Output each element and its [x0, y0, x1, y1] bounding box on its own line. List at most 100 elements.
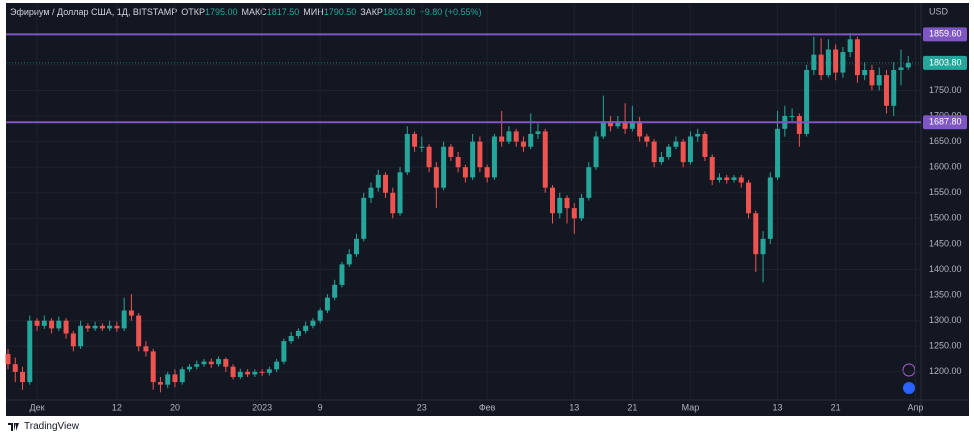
candle-body: [666, 146, 672, 157]
candle-body: [869, 69, 875, 86]
price-label: 1687.80: [929, 117, 962, 127]
candle-body: [230, 366, 236, 377]
candle-body: [136, 315, 142, 347]
x-tick-label: 13: [773, 402, 783, 412]
candle-body: [724, 177, 730, 180]
x-tick-label: Фев: [479, 402, 496, 412]
candle-body: [121, 310, 127, 329]
candle-body: [600, 121, 606, 137]
candle-body: [499, 136, 505, 142]
legend-key: МИН: [303, 7, 323, 17]
candle-body: [288, 336, 294, 342]
candle-body: [673, 141, 679, 147]
ohlc-legend: Эфириум / Доллар США, 1Д, BITSTAMP ОТКР17…: [10, 7, 482, 17]
candle-body: [194, 364, 200, 367]
candle-body: [840, 52, 846, 73]
candle-body: [484, 167, 490, 178]
currency-label: USD: [929, 6, 949, 16]
price-label-bg: [923, 27, 967, 42]
candle-body: [811, 54, 817, 70]
icon-flag[interactable]: [903, 382, 915, 394]
legend-change: +9.80 (+0.55%): [419, 7, 481, 17]
y-tick-label: 1400.00: [929, 264, 962, 274]
price-label-bg: [923, 115, 967, 130]
brand: TradingView: [24, 421, 80, 432]
candle-body: [796, 116, 802, 134]
legend-text: Эфириум / Доллар США, 1Д, BITSTAMP ОТКР17…: [10, 7, 482, 17]
candle-body: [753, 213, 759, 255]
candle-body: [20, 371, 26, 383]
candle-body: [426, 146, 432, 168]
candle-body: [550, 187, 555, 214]
candle-body: [368, 187, 374, 198]
candle-body: [404, 133, 410, 173]
candle-body: [259, 371, 265, 373]
candle-body: [637, 121, 643, 137]
candle-body: [353, 238, 359, 255]
candle-body: [332, 284, 338, 298]
candle-body: [41, 320, 47, 326]
candle-body: [237, 371, 243, 377]
candle-body: [789, 116, 795, 118]
candle-body: [85, 325, 91, 329]
candle-body: [804, 69, 810, 134]
candle-body: [165, 374, 171, 385]
x-tick-label: 21: [831, 402, 841, 412]
candle-body: [767, 177, 773, 239]
candle-body: [615, 121, 621, 127]
candle-body: [687, 136, 693, 163]
x-tick-label: 21: [627, 402, 637, 412]
candle-body: [622, 121, 628, 129]
candle-body: [738, 177, 744, 183]
candle-body: [608, 121, 614, 127]
candle-body: [361, 197, 367, 239]
candle-body: [520, 141, 526, 147]
candle-body: [143, 346, 149, 352]
x-tick-label: Дек: [30, 402, 45, 412]
y-tick-label: 1500.00: [929, 213, 962, 223]
candle-body: [281, 341, 287, 362]
footer: TradingView: [8, 421, 79, 432]
candle-body: [150, 351, 156, 383]
candle-body: [629, 121, 635, 129]
candle-body: [128, 310, 134, 316]
candle-body: [564, 197, 570, 209]
legend-value: 1790.50: [324, 7, 357, 17]
candle-body: [579, 197, 585, 219]
candle-body: [513, 131, 519, 142]
candle-body: [658, 156, 664, 163]
x-tick-label: 2023: [252, 402, 272, 412]
chart: USD Эфириум / Доллар США, 1Д, BITSTAMP ОТ…: [5, 3, 969, 416]
candle-body: [542, 131, 548, 188]
candle-body: [63, 320, 69, 334]
candle-body: [99, 325, 105, 329]
candle-body: [223, 359, 229, 367]
price-label: 1859.60: [929, 29, 962, 39]
candle-body: [383, 174, 389, 193]
candle-body: [310, 320, 316, 326]
candle-body: [905, 62, 911, 68]
candle-body: [854, 39, 860, 76]
legend-value: 1795.00: [205, 7, 238, 17]
candle-body: [883, 75, 889, 106]
candle-body: [833, 49, 839, 73]
legend-value: 1817.50: [267, 7, 300, 17]
candle-body: [470, 141, 476, 178]
candle-body: [477, 141, 483, 168]
legend-key: ОТКР: [181, 7, 205, 17]
y-tick-label: 1600.00: [929, 162, 962, 172]
candle-body: [179, 369, 185, 383]
candle-body: [295, 330, 301, 337]
last-price-bg: [923, 55, 967, 70]
candle-body: [208, 361, 214, 365]
candle-body: [27, 320, 33, 383]
candle-body: [216, 359, 222, 365]
y-tick-label: 1750.00: [929, 85, 962, 95]
candle-body: [317, 310, 323, 321]
candle-body: [535, 131, 541, 134]
x-tick-label: Апр: [908, 402, 924, 412]
candle-body: [441, 146, 447, 188]
x-tick-label: 13: [569, 402, 579, 412]
candle-body: [245, 371, 251, 375]
candle-body: [455, 156, 461, 168]
